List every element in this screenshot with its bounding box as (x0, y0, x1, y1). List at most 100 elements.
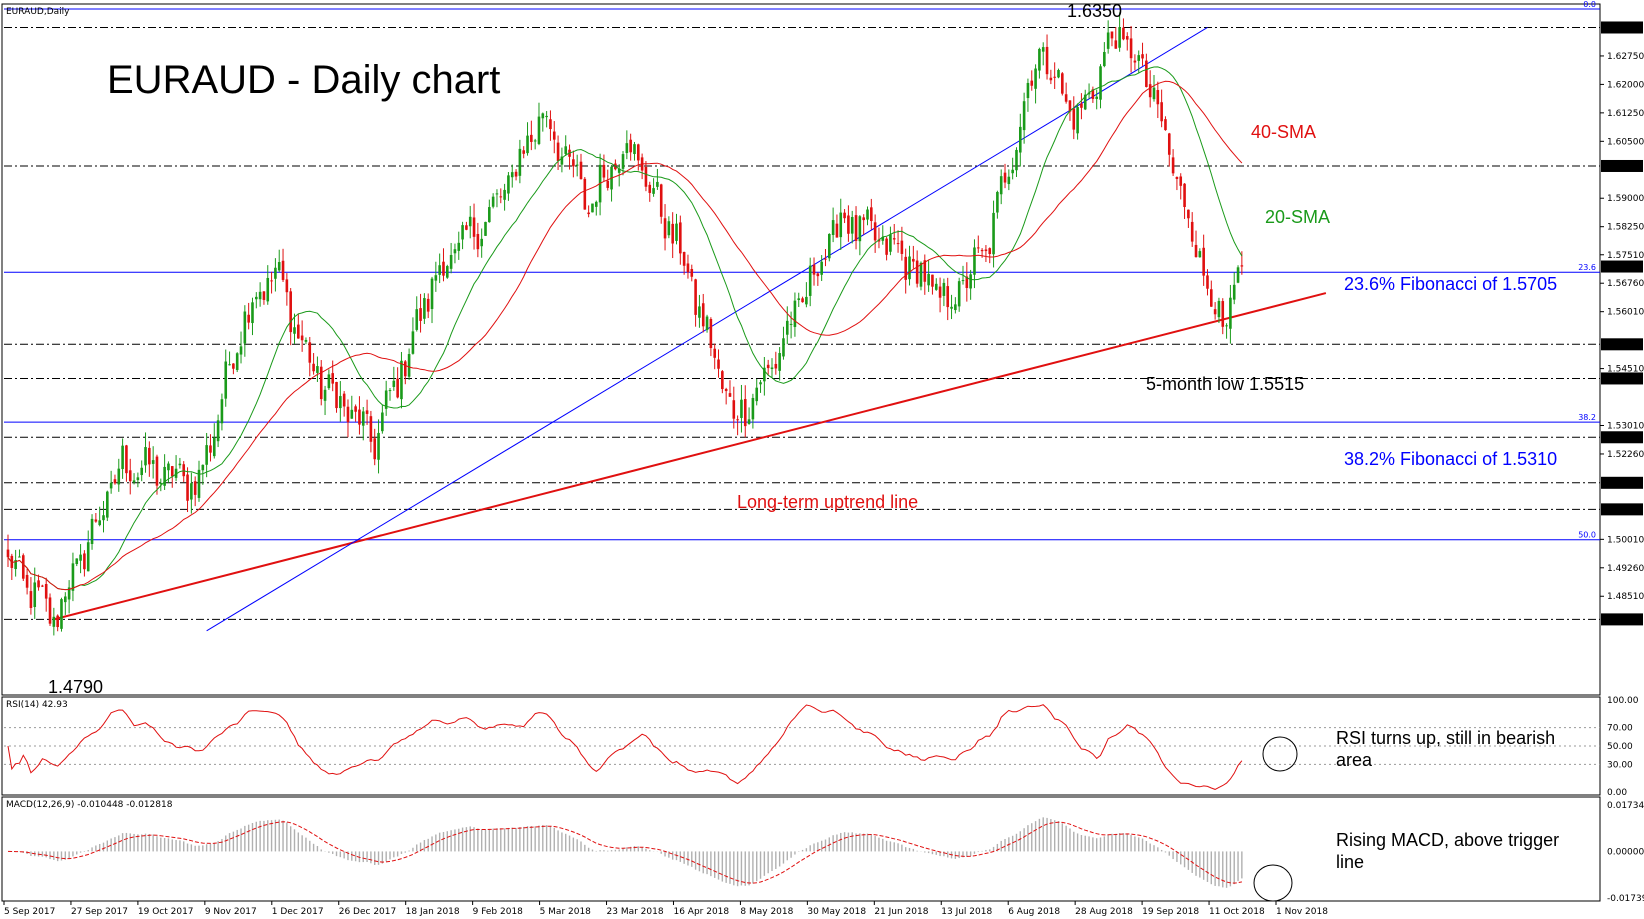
candle (514, 169, 518, 181)
candle-body (1038, 48, 1041, 71)
candle-body (1160, 102, 1163, 122)
candle-body (1171, 157, 1175, 174)
sma40-label: 40-SMA (1251, 122, 1316, 142)
candle (575, 154, 579, 177)
candle (934, 278, 938, 291)
candle-body (606, 180, 610, 188)
candle (705, 314, 709, 333)
candle-body (373, 438, 377, 460)
candle-body (33, 582, 37, 607)
candle-body (106, 491, 109, 518)
candle (365, 399, 369, 425)
candle-body (507, 175, 510, 194)
candle-body (41, 585, 44, 587)
candle (243, 305, 247, 357)
candle (48, 593, 52, 626)
candle (721, 370, 724, 394)
candle-body (365, 410, 369, 414)
candle-body (782, 338, 785, 357)
candle (270, 271, 273, 294)
candle (824, 249, 827, 267)
candle (843, 209, 846, 224)
candle (633, 141, 636, 161)
candle-body (44, 584, 48, 599)
candle-body (831, 220, 835, 235)
candle-body (381, 412, 384, 432)
candle-body (637, 144, 640, 161)
candle-body (824, 258, 827, 260)
candle (889, 226, 892, 256)
candle (1148, 70, 1152, 108)
macd-tick-label: 0.017342 (1607, 801, 1644, 811)
candle-body (488, 207, 491, 223)
candle (503, 183, 506, 211)
candle-body (228, 364, 231, 366)
candle-body (1202, 247, 1205, 276)
candle-body (94, 519, 98, 522)
candle (1206, 269, 1209, 296)
x-tick-label: 6 Aug 2018 (1008, 907, 1060, 917)
candle (1034, 64, 1037, 104)
candle (1194, 230, 1198, 258)
x-tick-label: 28 Aug 2018 (1075, 907, 1133, 917)
candle (327, 369, 331, 390)
candle (125, 444, 128, 482)
candle (530, 120, 533, 151)
price-box (1601, 372, 1643, 385)
candle-body (224, 361, 228, 399)
candle (465, 221, 468, 231)
candle (954, 297, 957, 314)
candle (144, 432, 147, 473)
candle (919, 261, 923, 291)
candle (407, 348, 411, 380)
price-box (1601, 260, 1643, 273)
candle (1152, 75, 1156, 102)
candle-body (251, 302, 254, 324)
candle (247, 302, 250, 330)
candle-body (843, 212, 846, 219)
candle (847, 205, 850, 242)
candle (476, 222, 480, 258)
candle-body (1095, 96, 1098, 99)
candle (438, 253, 441, 284)
candle-body (37, 580, 40, 588)
candle-body (266, 277, 270, 302)
candle-body (71, 563, 75, 591)
y-tick-label: 1.60500 (1607, 137, 1644, 147)
candle (812, 257, 816, 286)
candle (461, 221, 464, 250)
candle (682, 251, 686, 275)
candle-body (698, 306, 701, 318)
candle (1053, 62, 1056, 90)
candle (449, 242, 453, 274)
candle-body (1164, 119, 1167, 131)
candle (652, 178, 655, 197)
candle (1156, 81, 1160, 119)
candle-body (1114, 40, 1118, 49)
candle (495, 189, 499, 208)
candle-body (976, 247, 980, 249)
candle (1210, 280, 1213, 307)
candle-body (361, 411, 365, 426)
candle-body (331, 373, 334, 384)
candle-body (904, 256, 907, 280)
candle-body (495, 193, 499, 195)
candle-body (274, 267, 277, 279)
x-tick-label: 16 Apr 2018 (673, 907, 729, 917)
candle (262, 291, 266, 305)
candle (430, 276, 434, 324)
candle (71, 552, 75, 602)
price-box-label: 1.57200 (1606, 263, 1643, 273)
candle-body (625, 143, 629, 154)
candle (510, 164, 514, 188)
candle (996, 190, 999, 219)
candle-body (342, 393, 346, 407)
candle (342, 391, 346, 417)
candle (1202, 234, 1205, 286)
candle-body (820, 261, 823, 275)
candle-body (64, 596, 67, 603)
candle (358, 396, 361, 435)
candle (480, 228, 483, 258)
y-tick-label: 1.57510 (1607, 251, 1644, 261)
candle (25, 568, 29, 595)
